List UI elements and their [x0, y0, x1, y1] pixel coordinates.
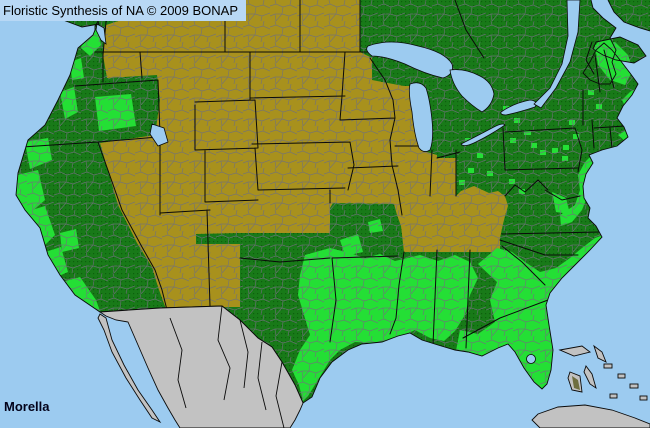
- mexico-state-borders: [169, 305, 285, 428]
- lake-superior: [366, 41, 453, 79]
- great-lakes: [95, 0, 581, 364]
- map-title-bar: Floristic Synthesis of NA © 2009 BONAP: [0, 0, 247, 21]
- st-lawrence-river: [533, 0, 581, 109]
- puget-sound: [95, 23, 107, 45]
- coastline: [15, 0, 650, 404]
- state-borders: [21, 0, 626, 349]
- outside-survey-land: [97, 305, 650, 428]
- lake-ontario: [500, 99, 537, 116]
- taxon-label: Morella: [4, 399, 50, 414]
- baja-california: [97, 313, 162, 424]
- lake-okeechobee: [526, 354, 536, 364]
- cuba: [531, 404, 650, 428]
- lake-huron: [449, 69, 495, 113]
- map-title: Floristic Synthesis of NA © 2009 BONAP: [3, 3, 239, 18]
- lake-erie: [460, 123, 506, 146]
- lake-michigan: [408, 82, 434, 152]
- andros-dark-patch: [572, 376, 580, 390]
- mexico-mainland: [98, 305, 304, 428]
- great-salt-lake: [149, 123, 169, 147]
